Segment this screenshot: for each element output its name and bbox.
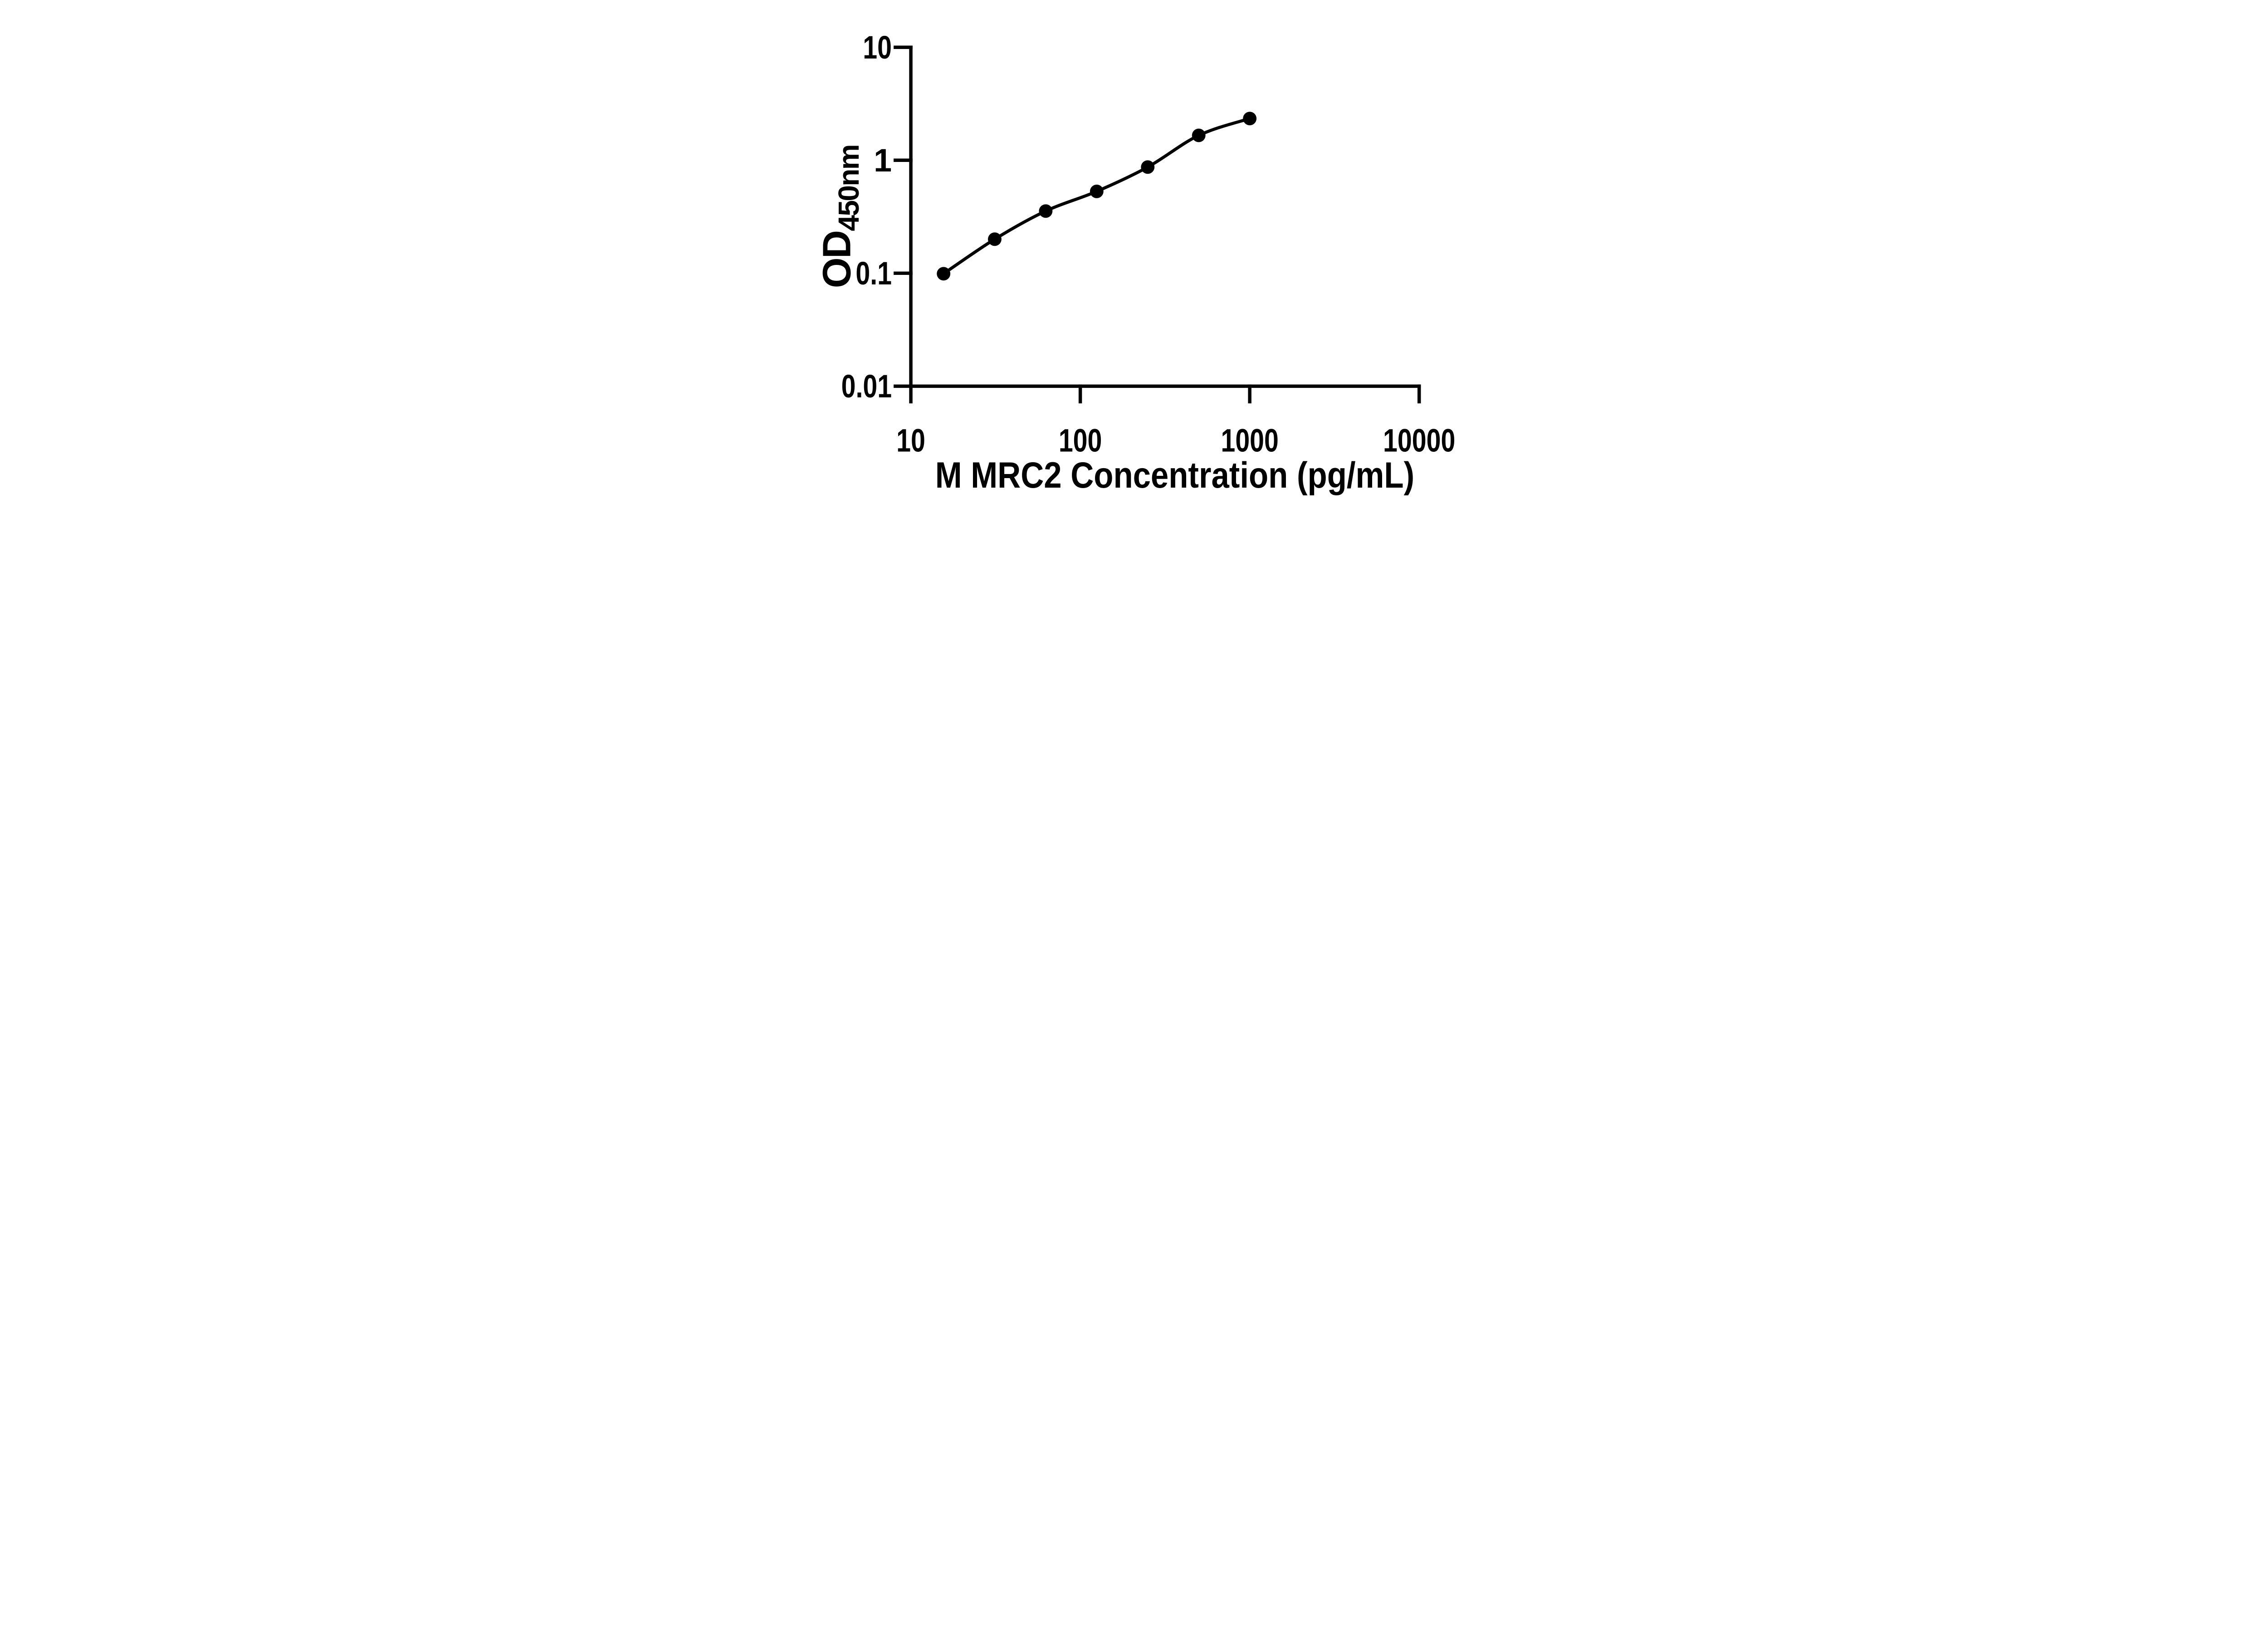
data-point-marker [1141,160,1155,174]
y-tick-labels: 0.01 0.1 1 10 [841,29,892,405]
data-points [937,112,1257,281]
x-tick-label-100: 100 [1059,423,1102,459]
y-tick-label-0.01: 0.01 [841,368,892,405]
standard-curve-chart: 10 100 1000 10000 0.01 0.1 1 10 M MRC2 C… [815,29,1455,496]
data-point-marker [987,232,1002,246]
x-tick-labels: 10 100 1000 10000 [896,423,1455,459]
y-axis-title-main: OD [815,231,859,288]
y-tick-label-10: 10 [863,29,892,66]
data-point-marker [937,267,951,281]
data-point-marker [1192,128,1206,142]
x-tick-label-1000: 1000 [1221,423,1279,459]
axes [894,45,1421,404]
x-tick-label-10000: 10000 [1383,423,1455,459]
y-tick-label-0.1: 0.1 [855,255,892,292]
x-tick-label-10: 10 [896,423,925,459]
data-point-marker [1243,112,1257,126]
data-point-marker [1090,184,1104,198]
y-tick-label-1: 1 [874,142,892,179]
y-axis-title-subscript: 450nm [832,145,865,231]
figure-container: 10 100 1000 10000 0.01 0.1 1 10 M MRC2 C… [771,0,1497,508]
x-axis-title: M MRC2 Concentration (pg/mL) [935,455,1414,496]
data-point-marker [1039,204,1053,218]
y-axis-title: OD450nm [815,145,865,288]
